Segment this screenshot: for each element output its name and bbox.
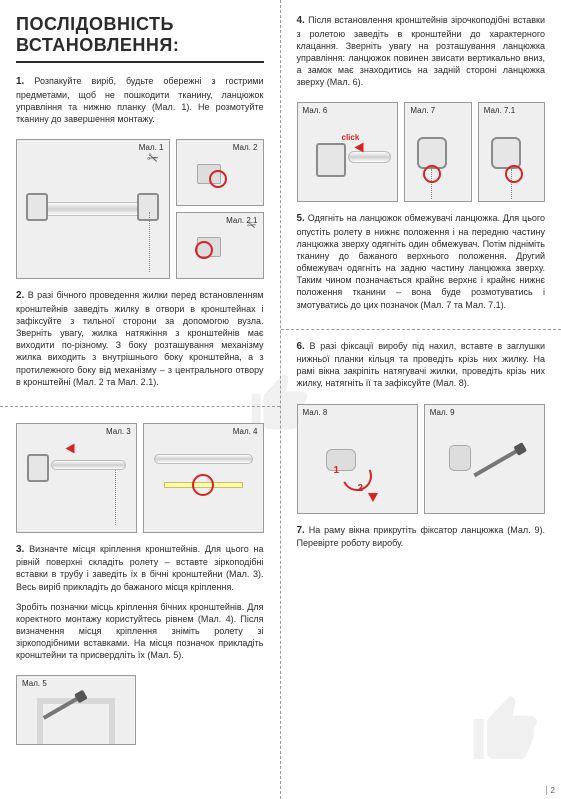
step-5-text: Одягніть на ланцюжок обмежувачі ланцюжка… — [297, 213, 546, 309]
figure-3: Мал. 3 — [16, 423, 137, 533]
figure-6: Мал. 6 click — [297, 102, 399, 202]
figure-2: Мал. 2 — [176, 139, 264, 206]
watermark-thumbs-up-icon — [467, 689, 547, 769]
figure-7-caption: Мал. 7 — [410, 106, 435, 115]
page-number: 2 — [546, 786, 555, 795]
figure-7: Мал. 7 — [404, 102, 471, 202]
horizontal-divider — [281, 329, 561, 330]
step-2: 2. В разі бічного проведення жилки перед… — [16, 289, 264, 387]
step-5-num: 5. — [297, 213, 305, 224]
window-frame-icon — [37, 698, 115, 745]
scissors-icon: ✂ — [245, 218, 258, 233]
bracket-left-icon — [26, 193, 48, 221]
chain-fixator-icon — [449, 445, 471, 471]
fig-row-3-4: Мал. 3 Мал. 4 — [16, 423, 264, 533]
figure-5: Мал. 5 — [16, 675, 136, 745]
left-column: ПОСЛІДОВНІСТЬ ВСТАНОВЛЕННЯ: 1. Розпакуйт… — [0, 0, 281, 799]
step-4: 4. Після встановлення кронштейнів зірочк… — [297, 14, 546, 88]
figure-7-1: Мал. 7.1 — [478, 102, 545, 202]
page-title: ПОСЛІДОВНІСТЬ ВСТАНОВЛЕННЯ: — [16, 14, 264, 63]
bracket-icon — [27, 454, 49, 482]
fig-row-1-2: Мал. 1 ✂ Мал. 2 Мал. 2.1 ✂ — [16, 139, 264, 279]
step-2-num: 2. — [16, 290, 24, 301]
figure-8-caption: Мал. 8 — [303, 408, 328, 417]
click-label: click — [342, 133, 360, 142]
chain-icon — [149, 212, 150, 272]
figure-2-1: Мал. 2.1 ✂ — [176, 212, 264, 279]
step-3a: 3. Визначте місця кріплення кронштейнів.… — [16, 543, 264, 593]
instruction-page: ПОСЛІДОВНІСТЬ ВСТАНОВЛЕННЯ: 1. Розпакуйт… — [0, 0, 561, 799]
callout-1: 1 — [334, 465, 340, 476]
figure-4-caption: Мал. 4 — [233, 427, 258, 436]
callout-2: 2 — [358, 483, 364, 494]
step-5: 5. Одягніть на ланцюжок обмежувачі ланцю… — [297, 212, 546, 310]
step-3b: Зробіть позначки місць кріплення бічних … — [16, 601, 264, 662]
step-7: 7. На раму вікна прикрутіть фіксатор лан… — [297, 524, 546, 550]
step-3b-text: Зробіть позначки місць кріплення бічних … — [16, 602, 264, 661]
bracket-icon — [316, 143, 346, 177]
horizontal-divider — [0, 406, 280, 407]
figure-9-caption: Мал. 9 — [430, 408, 455, 417]
right-column: 4. Після встановлення кронштейнів зірочк… — [281, 0, 561, 799]
roller-tube-icon — [154, 454, 253, 464]
red-arrow-icon — [354, 143, 363, 153]
roller-tube-icon — [51, 460, 126, 470]
fig-row-8-9: Мал. 8 1 2 Мал. 9 — [297, 404, 546, 514]
step-3-num: 3. — [16, 544, 24, 555]
highlight-circle-icon — [209, 170, 227, 188]
step-3a-text: Визначте місця кріплення кронштейнів. Дл… — [16, 544, 264, 592]
figure-7-1-caption: Мал. 7.1 — [484, 106, 515, 115]
step-6-num: 6. — [297, 341, 305, 352]
step-1-text: Розпакуйте виріб, будьте обережні з гост… — [16, 76, 264, 124]
screwdriver-icon — [473, 448, 518, 476]
highlight-circle-icon — [423, 165, 441, 183]
figure-8: Мал. 8 1 2 — [297, 404, 418, 514]
step-6: 6. В разі фіксації виробу під нахил, вст… — [297, 340, 546, 390]
step-1: 1. Розпакуйте виріб, будьте обережні з г… — [16, 75, 264, 125]
figure-4: Мал. 4 — [143, 423, 264, 533]
figure-6-caption: Мал. 6 — [303, 106, 328, 115]
figure-1: Мал. 1 ✂ — [16, 139, 170, 279]
red-arrow-icon — [368, 493, 378, 502]
highlight-circle-icon — [192, 474, 214, 496]
figure-3-caption: Мал. 3 — [106, 427, 131, 436]
chain-icon — [115, 470, 116, 525]
figure-9: Мал. 9 — [424, 404, 545, 514]
step-4-text: Після встановлення кронштейнів зірочкопо… — [297, 15, 546, 87]
red-arrow-icon — [66, 443, 75, 453]
step-7-text: На раму вікна прикрутіть фіксатор ланцюж… — [297, 525, 546, 549]
fig-row-6-7: Мал. 6 click Мал. 7 Мал. 7.1 — [297, 102, 546, 202]
highlight-circle-icon — [505, 165, 523, 183]
step-2-text: В разі бічного проведення жилки перед вс… — [16, 290, 264, 386]
step-7-num: 7. — [297, 525, 305, 536]
step-6-text: В разі фіксації виробу під нахил, вставт… — [297, 341, 546, 389]
step-4-num: 4. — [297, 15, 305, 26]
figure-2-caption: Мал. 2 — [233, 143, 258, 152]
roller-tube-icon — [348, 151, 392, 163]
highlight-circle-icon — [195, 241, 213, 259]
step-1-num: 1. — [16, 76, 24, 87]
figure-5-caption: Мал. 5 — [22, 679, 47, 688]
fig-row-5: Мал. 5 — [16, 675, 264, 745]
